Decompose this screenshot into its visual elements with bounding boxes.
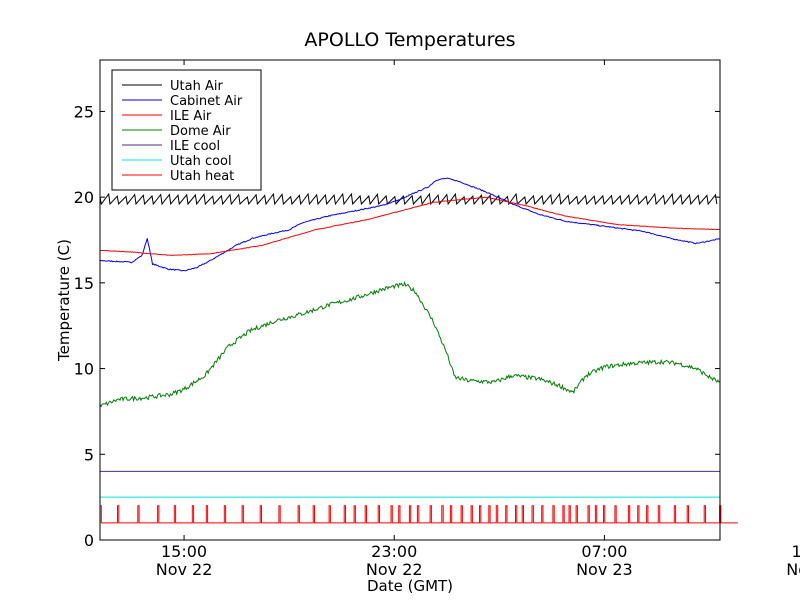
x-tick-label-time: 07:00 (581, 542, 627, 561)
plot-area-frame (99, 59, 721, 541)
legend-label-ile-air: ILE Air (170, 109, 212, 124)
x-tick-label-time: 15:00 (161, 542, 207, 561)
x-tick-label-time: 23:00 (371, 542, 417, 561)
legend-label-utah-cool: Utah cool (170, 154, 232, 169)
legend-label-utah-heat: Utah heat (170, 169, 234, 184)
y-tick-label: 25 (74, 102, 94, 121)
x-tick-label-date: Nov 23 (786, 560, 800, 579)
x-tick-label-date: Nov 22 (156, 560, 213, 579)
x-tick-label-date: Nov 23 (576, 560, 633, 579)
series-line-ile-air (99, 196, 721, 257)
series-line-cabinet-air (99, 177, 721, 272)
y-tick-label: 5 (84, 445, 94, 464)
series-layer (99, 177, 738, 524)
legend-label-dome-air: Dome Air (170, 124, 231, 139)
y-tick-label: 10 (74, 360, 94, 379)
x-tick-label-time: 15:00 (792, 542, 800, 561)
legend-label-utah-air: Utah Air (170, 79, 223, 94)
series-line-dome-air (99, 280, 721, 408)
y-axis-label: Temperature (C) (55, 239, 73, 362)
chart-title: APOLLO Temperatures (304, 29, 515, 51)
y-tick-label: 15 (74, 274, 94, 293)
legend-label-ile-cool: ILE cool (170, 139, 220, 154)
y-tick-label: 20 (74, 188, 94, 207)
y-axis-ticks: 0 5 10 15 20 25 (74, 102, 720, 550)
series-line-utah-heat (99, 505, 738, 524)
y-tick-label: 0 (84, 531, 94, 550)
x-tick-label-date: Nov 22 (366, 560, 423, 579)
x-axis-label: Date (GMT) (367, 577, 453, 595)
series-line-utah-air (99, 192, 718, 206)
legend-label-cabinet-air: Cabinet Air (170, 94, 243, 109)
